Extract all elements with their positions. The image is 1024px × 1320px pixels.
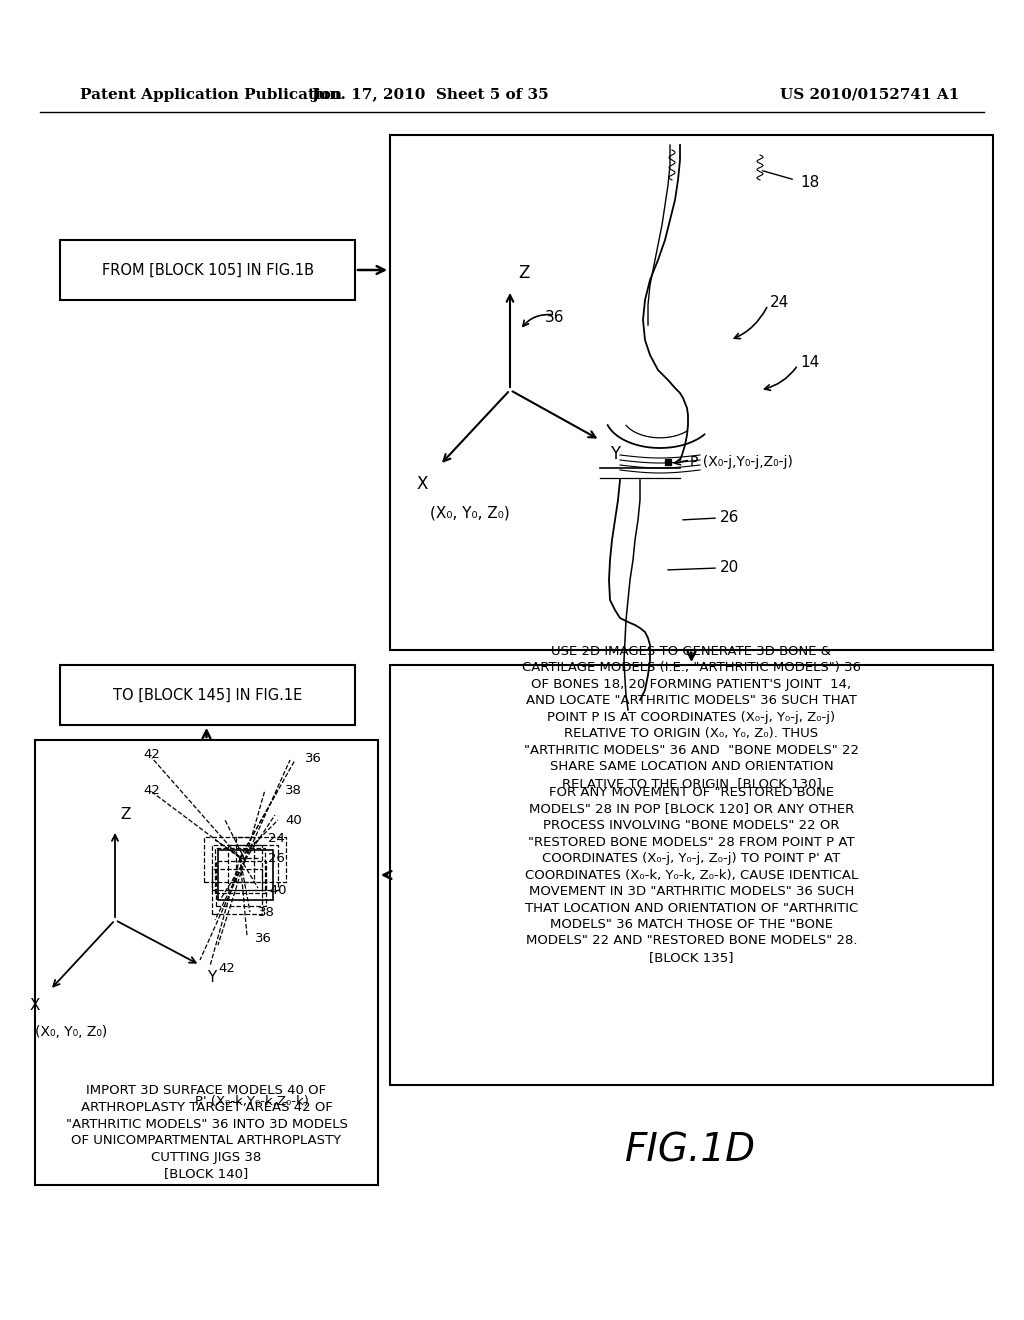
Text: 26: 26	[720, 510, 739, 525]
Text: IMPORT 3D SURFACE MODELS 40 OF
ARTHROPLASTY TARGET AREAS 42 OF
"ARTHRITIC MODELS: IMPORT 3D SURFACE MODELS 40 OF ARTHROPLA…	[66, 1085, 347, 1180]
Text: 42: 42	[143, 748, 160, 762]
Text: 42: 42	[218, 961, 234, 974]
Bar	[390, 665, 993, 1085]
Bar	[236, 837, 286, 882]
Text: 40: 40	[285, 813, 302, 826]
Bar	[215, 847, 265, 892]
Text: FIG.1D: FIG.1D	[625, 1131, 756, 1170]
Text: FOR ANY MOVEMENT OF "RESTORED BONE
MODELS" 28 IN POP [BLOCK 120] OR ANY OTHER
PR: FOR ANY MOVEMENT OF "RESTORED BONE MODEL…	[525, 785, 858, 964]
Bar	[216, 861, 266, 906]
Text: Z: Z	[518, 264, 529, 282]
Bar	[390, 135, 993, 649]
Bar	[35, 741, 378, 1185]
Bar	[60, 665, 355, 725]
Text: 14: 14	[800, 355, 819, 370]
Text: 18: 18	[800, 176, 819, 190]
Text: 38: 38	[285, 784, 302, 796]
Text: 24: 24	[268, 832, 285, 845]
Text: 36: 36	[305, 751, 322, 764]
Text: 24: 24	[770, 294, 790, 310]
Text: Y: Y	[610, 445, 621, 463]
Text: FROM [BLOCK 105] IN FIG.1B: FROM [BLOCK 105] IN FIG.1B	[101, 263, 313, 277]
Text: 42: 42	[143, 784, 160, 796]
Text: (X₀, Y₀, Z₀): (X₀, Y₀, Z₀)	[430, 506, 510, 520]
Text: (X₀, Y₀, Z₀): (X₀, Y₀, Z₀)	[35, 1026, 108, 1039]
Text: Y: Y	[207, 970, 216, 985]
Text: US 2010/0152741 A1: US 2010/0152741 A1	[780, 88, 959, 102]
Text: 38: 38	[258, 907, 274, 920]
Bar	[228, 845, 278, 890]
Bar	[60, 240, 355, 300]
Text: Jun. 17, 2010  Sheet 5 of 35: Jun. 17, 2010 Sheet 5 of 35	[311, 88, 549, 102]
Text: 20: 20	[720, 560, 739, 576]
Text: 36: 36	[545, 310, 564, 325]
Text: P (X₀-j,Y₀-j,Z₀-j): P (X₀-j,Y₀-j,Z₀-j)	[690, 455, 793, 469]
Text: P' (X₀-k,Y₀-k,Z₀-k): P' (X₀-k,Y₀-k,Z₀-k)	[195, 1096, 309, 1107]
Bar	[212, 845, 262, 890]
Text: X: X	[417, 475, 428, 492]
Bar	[217, 850, 272, 900]
Text: 36: 36	[255, 932, 272, 945]
Text: Z: Z	[120, 807, 130, 822]
Text: 26: 26	[268, 851, 285, 865]
Text: TO [BLOCK 145] IN FIG.1E: TO [BLOCK 145] IN FIG.1E	[113, 688, 302, 702]
Bar	[212, 869, 262, 913]
Text: X: X	[30, 998, 40, 1012]
Text: Patent Application Publication: Patent Application Publication	[80, 88, 342, 102]
Text: -40: -40	[265, 883, 287, 896]
Bar	[204, 837, 254, 882]
Text: USE 2D IMAGES TO GENERATE 3D BONE &
CARTILAGE MODELS (I.E., "ARTHRITIC MODELS") : USE 2D IMAGES TO GENERATE 3D BONE & CART…	[522, 645, 861, 789]
